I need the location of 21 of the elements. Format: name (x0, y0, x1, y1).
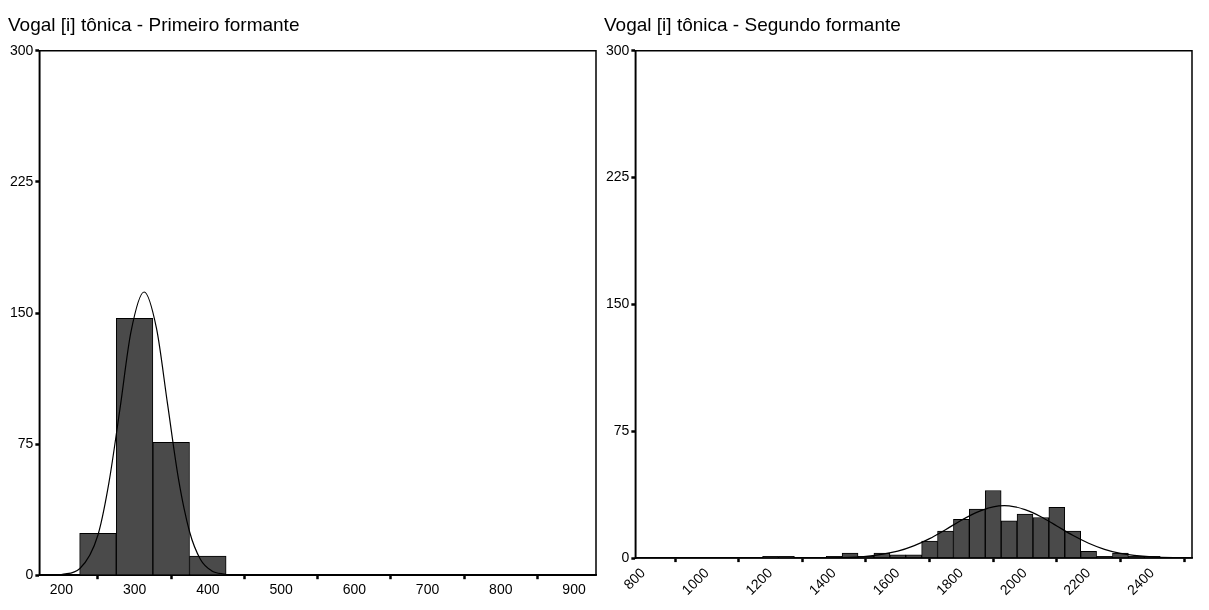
y-tick-label: 0 (25, 566, 34, 583)
y-tick-label: 0 (621, 548, 630, 565)
y-tick-label: 75 (17, 434, 34, 451)
x-tick-label: 500 (269, 581, 293, 598)
y-tick-label: 300 (606, 41, 630, 58)
y-tick-label: 225 (10, 172, 34, 189)
x-tick-label: 900 (562, 581, 586, 598)
chart-title: Vogal [i] tônica - Primeiro formante (8, 13, 300, 35)
x-tick-label: 300 (122, 581, 147, 598)
x-tick-label: 200 (49, 581, 74, 598)
y-tick-label: 75 (613, 422, 630, 439)
x-tick-label: 400 (196, 581, 220, 598)
y-tick-label: 225 (606, 168, 630, 185)
x-tick-label: 800 (620, 564, 649, 593)
y-tick-label: 300 (10, 41, 34, 58)
y-tick-label: 150 (10, 303, 34, 320)
x-tick-label: 600 (342, 581, 367, 598)
x-tick-label: 800 (489, 581, 513, 598)
chart-title: Vogal [i] tônica - Segundo formante (604, 13, 901, 35)
x-tick-label: 700 (415, 581, 440, 598)
y-tick-label: 150 (606, 295, 630, 312)
